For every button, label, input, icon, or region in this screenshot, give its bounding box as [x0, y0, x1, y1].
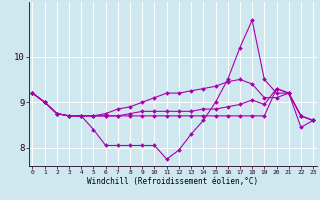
X-axis label: Windchill (Refroidissement éolien,°C): Windchill (Refroidissement éolien,°C) [87, 177, 258, 186]
